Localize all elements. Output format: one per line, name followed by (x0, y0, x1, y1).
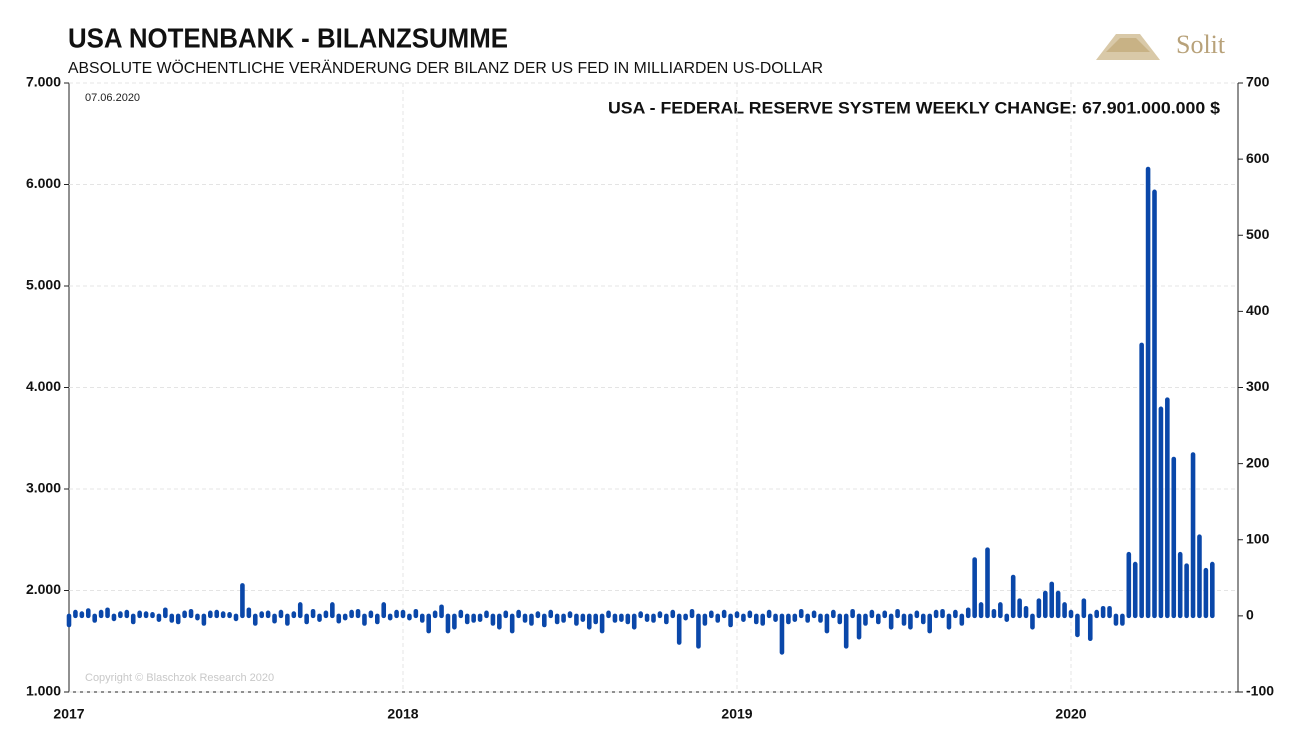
y-tick-label: 5.000 (26, 277, 61, 293)
x-tick-label: 2019 (721, 706, 752, 722)
copyright: Copyright © Blaschzok Research 2020 (85, 672, 274, 684)
y2-tick-label: 200 (1246, 454, 1270, 470)
y2-tick-label: 700 (1246, 74, 1270, 90)
x-tick-label: 2017 (53, 706, 84, 722)
y2-tick-label: 0 (1246, 607, 1254, 623)
chart-title: USA NOTENBANK - BILANZSUMME (68, 22, 508, 53)
y-tick-label: 6.000 (26, 175, 61, 191)
logo: Solit (1096, 30, 1226, 60)
y2-tick-label: 400 (1246, 302, 1270, 318)
y-tick-label: 2.000 (26, 581, 61, 597)
date-label: 07.06.2020 (85, 92, 140, 104)
y2-tick-label: -100 (1246, 683, 1274, 699)
chart-subtitle: ABSOLUTE WÖCHENTLICHE VERÄNDERUNG DER BI… (68, 59, 823, 77)
y-tick-label: 7.000 (26, 74, 61, 90)
y2-tick-label: 100 (1246, 530, 1270, 546)
y-tick-label: 1.000 (26, 683, 61, 699)
y2-tick-label: 300 (1246, 378, 1270, 394)
logo-pyramid (1106, 38, 1150, 52)
y2-tick-label: 600 (1246, 150, 1270, 166)
y2-tick-label: 500 (1246, 226, 1270, 242)
x-tick-label: 2020 (1055, 706, 1086, 722)
logo-text: Solit (1176, 30, 1226, 59)
annotation: USA - FEDERAL RESERVE SYSTEM WEEKLY CHAN… (608, 98, 1221, 117)
y-tick-label: 3.000 (26, 480, 61, 496)
x-tick-label: 2018 (387, 706, 418, 722)
y-tick-label: 4.000 (26, 378, 61, 394)
